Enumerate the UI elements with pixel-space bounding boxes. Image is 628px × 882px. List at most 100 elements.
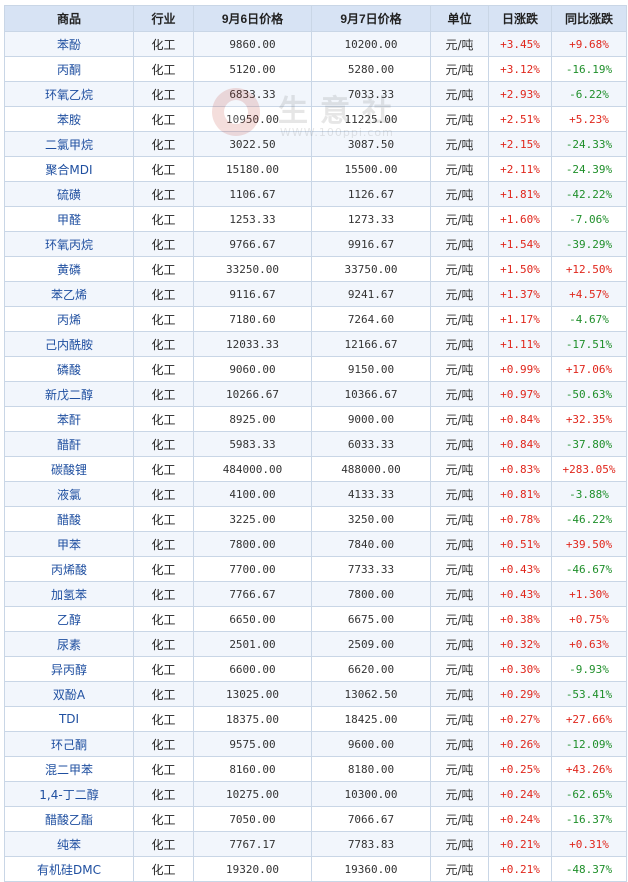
product-name-link[interactable]: 碳酸锂 (4, 456, 134, 482)
unit-cell: 元/吨 (430, 781, 489, 807)
industry-cell: 化工 (133, 631, 194, 657)
table-header: 商品 行业 9月6日价格 9月7日价格 单位 日涨跌 同比涨跌 (4, 5, 627, 32)
price-sep6-cell: 8925.00 (193, 406, 312, 432)
table-row: 混二甲苯 化工 8160.00 8180.00 元/吨 +0.25% +43.26% (4, 756, 627, 782)
product-name-link[interactable]: 丙烯 (4, 306, 134, 332)
yoy-change-cell: -37.80% (551, 431, 627, 457)
yoy-change-cell: -6.22% (551, 81, 627, 107)
unit-cell: 元/吨 (430, 56, 489, 82)
header-product[interactable]: 商品 (4, 5, 134, 32)
product-name-link[interactable]: 环氧乙烷 (4, 81, 134, 107)
product-name-link[interactable]: 丙烯酸 (4, 556, 134, 582)
header-industry[interactable]: 行业 (133, 5, 194, 32)
daily-change-cell: +0.78% (488, 506, 552, 532)
price-sep7-cell: 9916.67 (311, 231, 431, 257)
price-sep6-cell: 8160.00 (193, 756, 312, 782)
yoy-change-cell: -48.37% (551, 856, 627, 882)
price-sep6-cell: 5120.00 (193, 56, 312, 82)
price-sep7-cell: 13062.50 (311, 681, 431, 707)
header-price-sep7[interactable]: 9月7日价格 (311, 5, 431, 32)
product-name-link[interactable]: 二氯甲烷 (4, 131, 134, 157)
product-name-link[interactable]: 醋酸乙酯 (4, 806, 134, 832)
daily-change-cell: +2.11% (488, 156, 552, 182)
price-sep6-cell: 7700.00 (193, 556, 312, 582)
table-row: 甲苯 化工 7800.00 7840.00 元/吨 +0.51% +39.50% (4, 531, 627, 557)
daily-change-cell: +1.17% (488, 306, 552, 332)
price-sep6-cell: 6600.00 (193, 656, 312, 682)
product-name-link[interactable]: 纯苯 (4, 831, 134, 857)
product-name-link[interactable]: 混二甲苯 (4, 756, 134, 782)
industry-cell: 化工 (133, 156, 194, 182)
unit-cell: 元/吨 (430, 831, 489, 857)
yoy-change-cell: +1.30% (551, 581, 627, 607)
product-name-link[interactable]: 苯乙烯 (4, 281, 134, 307)
industry-cell: 化工 (133, 556, 194, 582)
price-sep6-cell: 9860.00 (193, 31, 312, 57)
yoy-change-cell: +17.06% (551, 356, 627, 382)
price-sep7-cell: 7264.60 (311, 306, 431, 332)
daily-change-cell: +0.24% (488, 781, 552, 807)
industry-cell: 化工 (133, 181, 194, 207)
industry-cell: 化工 (133, 331, 194, 357)
product-name-link[interactable]: 苯酐 (4, 406, 134, 432)
price-sep6-cell: 7767.17 (193, 831, 312, 857)
table-row: TDI 化工 18375.00 18425.00 元/吨 +0.27% +27.66% (4, 706, 627, 732)
product-name-link[interactable]: 甲醛 (4, 206, 134, 232)
table-row: 聚合MDI 化工 15180.00 15500.00 元/吨 +2.11% -24.39% (4, 156, 627, 182)
daily-change-cell: +0.81% (488, 481, 552, 507)
product-name-link[interactable]: 乙醇 (4, 606, 134, 632)
product-name-link[interactable]: 磷酸 (4, 356, 134, 382)
product-name-link[interactable]: 双酚A (4, 681, 134, 707)
product-name-link[interactable]: 丙酮 (4, 56, 134, 82)
price-sep7-cell: 7066.67 (311, 806, 431, 832)
product-name-link[interactable]: 环己酮 (4, 731, 134, 757)
product-name-link[interactable]: 加氢苯 (4, 581, 134, 607)
price-sep6-cell: 484000.00 (193, 456, 312, 482)
table-row: 丙烯酸 化工 7700.00 7733.33 元/吨 +0.43% -46.67% (4, 556, 627, 582)
unit-cell: 元/吨 (430, 231, 489, 257)
product-name-link[interactable]: 聚合MDI (4, 156, 134, 182)
product-name-link[interactable]: 尿素 (4, 631, 134, 657)
price-sep6-cell: 13025.00 (193, 681, 312, 707)
daily-change-cell: +0.21% (488, 856, 552, 882)
header-daily-change[interactable]: 日涨跌 (488, 5, 552, 32)
product-name-link[interactable]: 苯胺 (4, 106, 134, 132)
product-name-link[interactable]: 新戊二醇 (4, 381, 134, 407)
unit-cell: 元/吨 (430, 631, 489, 657)
product-name-link[interactable]: 有机硅DMC (4, 856, 134, 882)
daily-change-cell: +1.60% (488, 206, 552, 232)
header-yoy-change[interactable]: 同比涨跌 (551, 5, 627, 32)
product-name-link[interactable]: 醋酐 (4, 431, 134, 457)
daily-change-cell: +0.43% (488, 581, 552, 607)
product-name-link[interactable]: 硫磺 (4, 181, 134, 207)
table-row: 甲醛 化工 1253.33 1273.33 元/吨 +1.60% -7.06% (4, 206, 627, 232)
price-sep6-cell: 10266.67 (193, 381, 312, 407)
industry-cell: 化工 (133, 406, 194, 432)
product-name-link[interactable]: 苯酚 (4, 31, 134, 57)
product-name-link[interactable]: 甲苯 (4, 531, 134, 557)
price-sep6-cell: 9575.00 (193, 731, 312, 757)
product-name-link[interactable]: 环氧丙烷 (4, 231, 134, 257)
daily-change-cell: +0.29% (488, 681, 552, 707)
industry-cell: 化工 (133, 481, 194, 507)
product-name-link[interactable]: 黄磷 (4, 256, 134, 282)
price-sep7-cell: 5280.00 (311, 56, 431, 82)
product-name-link[interactable]: TDI (4, 706, 134, 732)
daily-change-cell: +1.11% (488, 331, 552, 357)
daily-change-cell: +0.83% (488, 456, 552, 482)
industry-cell: 化工 (133, 431, 194, 457)
unit-cell: 元/吨 (430, 131, 489, 157)
header-unit[interactable]: 单位 (430, 5, 489, 32)
price-sep7-cell: 488000.00 (311, 456, 431, 482)
price-sep6-cell: 1253.33 (193, 206, 312, 232)
product-name-link[interactable]: 1,4-丁二醇 (4, 781, 134, 807)
product-name-link[interactable]: 醋酸 (4, 506, 134, 532)
product-name-link[interactable]: 异丙醇 (4, 656, 134, 682)
unit-cell: 元/吨 (430, 481, 489, 507)
header-price-sep6[interactable]: 9月6日价格 (193, 5, 312, 32)
table-row: 苯酚 化工 9860.00 10200.00 元/吨 +3.45% +9.68% (4, 31, 627, 57)
price-sep7-cell: 7783.83 (311, 831, 431, 857)
product-name-link[interactable]: 己内酰胺 (4, 331, 134, 357)
industry-cell: 化工 (133, 781, 194, 807)
product-name-link[interactable]: 液氯 (4, 481, 134, 507)
